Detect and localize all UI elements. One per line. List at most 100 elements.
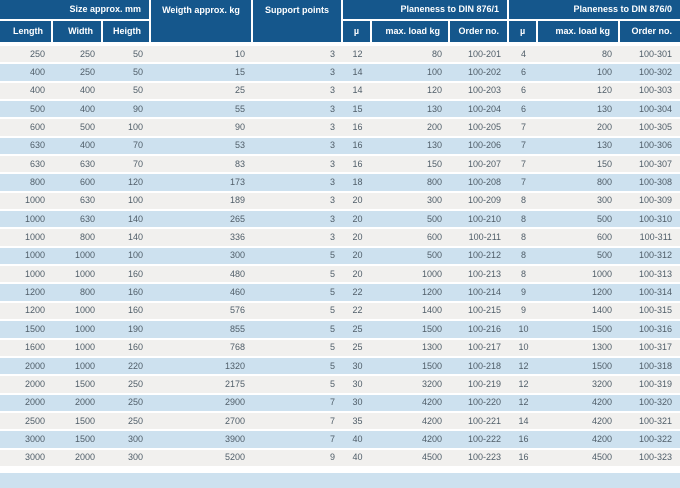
table-row: 250 250 50 10 3 12 80 100-201 4 80 100-3… [0,46,680,65]
cell-order-no-876-0: 100-320 [620,394,680,413]
cell-mu-876-1: 30 [343,394,373,413]
cell-weight: 55 [151,101,254,120]
header-mu-876-1: µ [343,21,373,46]
cell-max-load-876-0: 800 [538,174,621,193]
cell-weight: 5200 [151,449,254,468]
cell-width: 1500 [53,431,103,450]
cell-mu-876-0: 8 [509,211,539,230]
cell-width: 1500 [53,376,103,395]
cell-order-no-876-0: 100-321 [620,412,680,432]
cell-max-load-876-0: 100 [538,64,621,83]
table-row: 1200 1000 160 576 5 22 1400 100-215 9 14… [0,302,680,322]
cell-mu-876-0: 16 [509,449,539,468]
cell-mu-876-1: 20 [343,266,373,285]
cell-support-points: 7 [253,394,344,413]
cell-mu-876-1: 18 [343,174,373,193]
cell-mu-876-0: 7 [509,137,539,157]
cell-order-no-876-1: 100-207 [450,156,510,175]
cell-mu-876-1: 35 [343,412,373,432]
cell-mu-876-0: 7 [509,174,539,193]
cell-length: 250 [0,46,53,65]
cell-weight: 768 [151,339,254,358]
cell-width: 400 [53,137,103,157]
cell-height: 100 [103,119,152,138]
cell-max-load-876-0: 1500 [538,321,621,340]
cell-max-load-876-0: 3200 [538,376,621,395]
cell-max-load-876-1: 1200 [372,284,451,303]
cell-weight: 1320 [151,357,254,377]
cell-support-points: 5 [253,321,344,340]
table-row: 1000 800 140 336 3 20 600 100-211 8 600 … [0,229,680,248]
cell-max-load-876-1: 1400 [372,302,451,322]
cell-length: 800 [0,174,53,193]
cell-order-no-876-1: 100-202 [450,64,510,83]
cell-max-load-876-1: 80 [372,46,451,65]
cell-width: 1000 [53,321,103,340]
cell-weight: 480 [151,266,254,285]
cell-support-points: 5 [253,266,344,285]
cell-order-no-876-0: 100-316 [620,321,680,340]
cell-length: 400 [0,64,53,83]
cell-support-points: 9 [253,449,344,468]
cell-mu-876-0: 8 [509,266,539,285]
cell-max-load-876-0: 1200 [538,284,621,303]
cell-order-no-876-1: 100-216 [450,321,510,340]
table-row: 500 400 90 55 3 15 130 100-204 6 130 100… [0,101,680,120]
cell-max-load-876-1: 4200 [372,394,451,413]
table-row: 630 400 70 53 3 16 130 100-206 7 130 100… [0,137,680,157]
cell-mu-876-0: 14 [509,412,539,432]
header-sub-row: Length Width Heigth µ max. load kg Order… [0,21,680,46]
cell-length: 1500 [0,321,53,340]
cell-height: 250 [103,376,152,395]
cell-support-points: 3 [253,156,344,175]
cell-max-load-876-0: 300 [538,192,621,212]
cell-height: 50 [103,64,152,83]
cell-mu-876-1: 40 [343,431,373,450]
cell-width: 600 [53,174,103,193]
cell-mu-876-0: 6 [509,101,539,120]
cell-mu-876-1: 40 [343,449,373,468]
cell-order-no-876-0: 100-323 [620,449,680,468]
table-row: 1000 1000 100 300 5 20 500 100-212 8 500… [0,247,680,267]
cell-order-no-876-1: 100-201 [450,46,510,65]
cell-height: 160 [103,302,152,322]
table-row: 1000 1000 160 480 5 20 1000 100-213 8 10… [0,266,680,285]
cell-order-no-876-1: 100-205 [450,119,510,138]
cell-length: 1200 [0,302,53,322]
cell-order-no-876-1: 100-209 [450,192,510,212]
cell-mu-876-0: 10 [509,321,539,340]
cell-support-points: 3 [253,101,344,120]
cell-weight: 173 [151,174,254,193]
cell-order-no-876-1: 100-220 [450,394,510,413]
cell-support-points: 3 [253,137,344,157]
cell-order-no-876-1: 100-217 [450,339,510,358]
cell-max-load-876-0: 4200 [538,412,621,432]
table-row: 630 630 70 83 3 16 150 100-207 7 150 100… [0,156,680,175]
cell-weight: 265 [151,211,254,230]
cell-order-no-876-0: 100-313 [620,266,680,285]
cell-support-points: 7 [253,412,344,432]
cell-mu-876-1: 15 [343,101,373,120]
cell-width: 250 [53,64,103,83]
cell-order-no-876-1: 100-211 [450,229,510,248]
table-row: 1600 1000 160 768 5 25 1300 100-217 10 1… [0,339,680,358]
cell-max-load-876-1: 500 [372,211,451,230]
table-body: 250 250 50 10 3 12 80 100-201 4 80 100-3… [0,46,680,468]
cell-mu-876-1: 20 [343,229,373,248]
cell-max-load-876-1: 130 [372,101,451,120]
cell-support-points: 5 [253,376,344,395]
header-weight: Weigth approx. kg [151,0,254,46]
table-row: 2000 2000 250 2900 7 30 4200 100-220 12 … [0,394,680,413]
cell-weight: 460 [151,284,254,303]
cell-max-load-876-1: 600 [372,229,451,248]
cell-order-no-876-0: 100-317 [620,339,680,358]
cell-weight: 83 [151,156,254,175]
cell-width: 800 [53,229,103,248]
cell-height: 140 [103,229,152,248]
cell-weight: 189 [151,192,254,212]
cell-support-points: 7 [253,431,344,450]
cell-length: 500 [0,101,53,120]
cell-mu-876-0: 8 [509,229,539,248]
cell-weight: 855 [151,321,254,340]
cell-order-no-876-1: 100-208 [450,174,510,193]
